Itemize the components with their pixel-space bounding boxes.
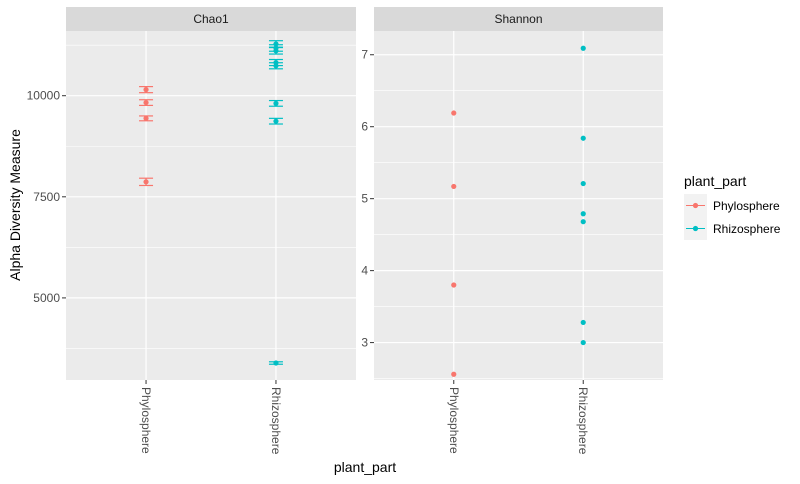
strip-chao1 xyxy=(66,7,356,31)
y-tick-label: 7500 xyxy=(33,190,60,204)
y-tick-label: 6 xyxy=(361,120,368,134)
legend-key-point xyxy=(692,225,699,232)
legend-key-point xyxy=(692,202,699,209)
data-point xyxy=(143,87,149,93)
y-tick-label: 5000 xyxy=(33,291,60,305)
x-axis-title: plant_part xyxy=(334,459,396,475)
legend-label: Phylosphere xyxy=(713,199,780,213)
x-tick-label: Rhizosphere xyxy=(269,387,283,455)
data-point xyxy=(451,183,457,190)
data-point xyxy=(580,219,586,225)
data-point xyxy=(273,100,279,106)
data-point xyxy=(143,179,149,185)
data-point xyxy=(273,360,279,366)
x-tick-label: Phylosphere xyxy=(139,387,153,454)
data-point xyxy=(273,118,279,124)
data-point xyxy=(273,63,279,69)
data-point xyxy=(451,371,457,377)
y-tick-label: 4 xyxy=(361,264,368,278)
x-tick-label: Rhizosphere xyxy=(576,387,590,455)
legend-title: plant_part xyxy=(684,173,746,189)
y-tick-label: 3 xyxy=(361,336,368,350)
strip-shannon xyxy=(374,7,663,31)
panel-chao1: Chao1 5000 7500 10000 Phylosphere Rhizosphere xyxy=(27,7,356,455)
data-point xyxy=(580,211,586,217)
panel-background xyxy=(374,31,663,380)
data-point xyxy=(580,180,586,187)
y-tick-label: 5 xyxy=(361,192,368,206)
x-tick-label: Phylosphere xyxy=(447,387,461,454)
y-tick-label: 7 xyxy=(361,48,368,62)
data-point xyxy=(451,282,457,288)
strip-label: Chao1 xyxy=(193,12,229,26)
data-point xyxy=(143,115,149,121)
legend: plant_part Phylosphere Rhizosphere xyxy=(684,173,781,240)
data-point xyxy=(143,99,149,106)
legend-label: Rhizosphere xyxy=(713,222,781,236)
data-point xyxy=(580,135,586,141)
panel-background xyxy=(66,31,356,380)
data-point xyxy=(580,319,586,326)
data-point xyxy=(451,110,457,116)
data-point xyxy=(580,45,586,51)
y-tick-label: 10000 xyxy=(27,89,61,103)
y-axis-title: Alpha Diversity Measure xyxy=(7,129,23,281)
strip-label: Shannon xyxy=(494,12,542,26)
data-point xyxy=(580,339,586,346)
panel-shannon: Shannon 3 4 5 6 7 Phylosphere Rhizosphere xyxy=(361,7,663,455)
data-point xyxy=(273,48,279,54)
